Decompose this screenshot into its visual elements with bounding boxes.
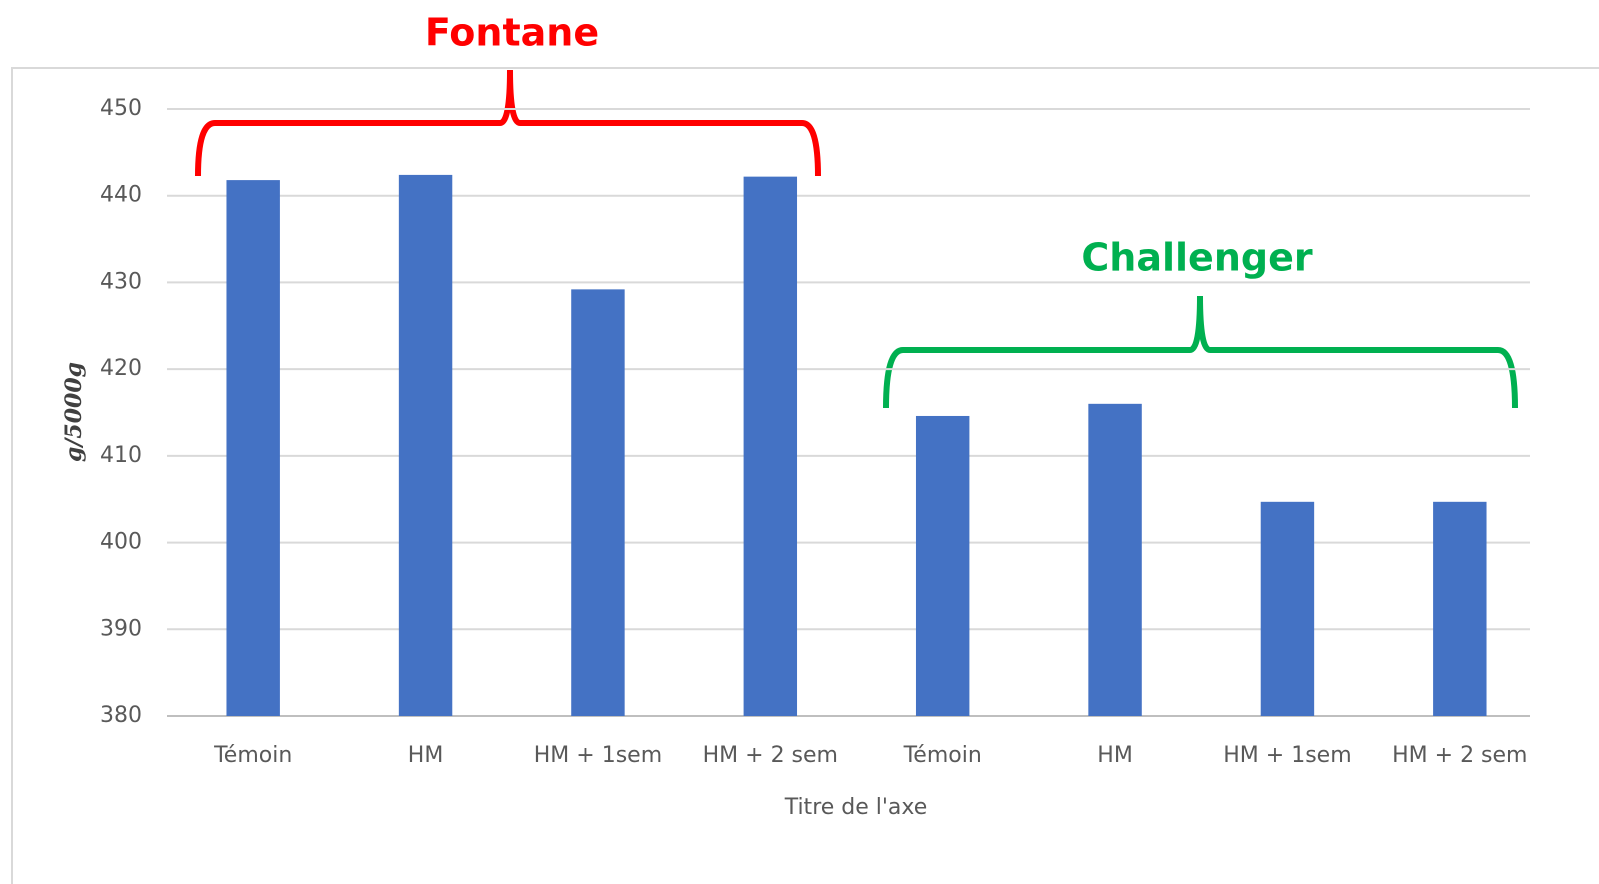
y-tick-label: 420	[100, 356, 142, 381]
x-tick-label: Témoin	[903, 743, 982, 768]
y-tick-label: 390	[100, 616, 142, 641]
y-tick-label: 450	[100, 96, 142, 121]
x-tick-label: Témoin	[213, 743, 292, 768]
bar	[915, 415, 970, 716]
x-tick-label: HM + 2 sem	[1392, 743, 1527, 768]
y-tick-label: 380	[100, 703, 142, 728]
bar	[1433, 501, 1487, 716]
y-tick-label: 400	[100, 530, 142, 555]
bar	[226, 180, 280, 716]
x-tick-label: HM + 1sem	[534, 743, 662, 768]
brace	[883, 295, 1518, 409]
y-axis-title: g/5000g	[61, 362, 87, 462]
y-tick-label: 410	[100, 443, 142, 468]
x-tick-label: HM + 2 sem	[703, 743, 838, 768]
group-label: Challenger	[1081, 236, 1312, 280]
x-tick-label: HM + 1sem	[1223, 743, 1351, 768]
x-tick-label: HM	[408, 743, 444, 768]
group-label: Fontane	[425, 11, 599, 55]
bar	[398, 174, 453, 717]
bar	[571, 289, 625, 716]
bar	[743, 176, 798, 716]
bar	[1260, 501, 1315, 716]
bar	[1088, 403, 1142, 716]
y-tick-label: 430	[100, 269, 142, 294]
x-axis-title: Titre de l'axe	[784, 795, 928, 820]
y-tick-label: 440	[100, 183, 142, 208]
x-tick-label: HM	[1097, 743, 1133, 768]
brace	[195, 69, 821, 177]
